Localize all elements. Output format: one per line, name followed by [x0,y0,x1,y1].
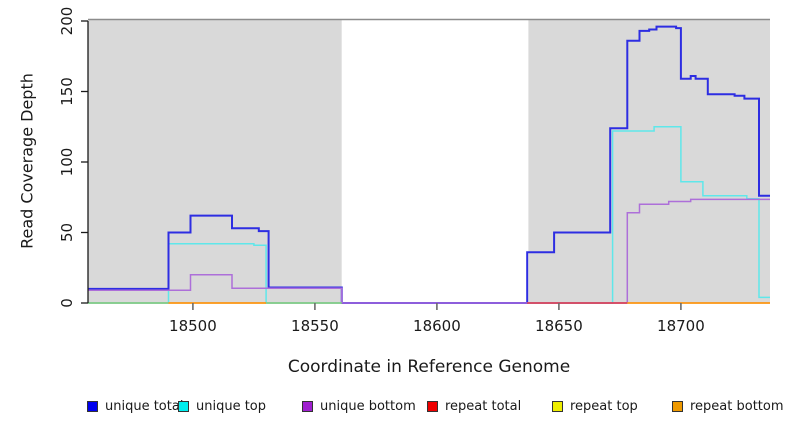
unique-total-swatch-icon [87,400,98,412]
legend-item-repeat-bottom: repeat bottom [672,398,784,414]
x-tick-label: 18650 [535,317,583,335]
background-region-gap-region [341,20,529,303]
y-tick-label: 0 [58,298,76,308]
y-tick-label: 150 [58,77,76,106]
x-tick-label: 18500 [169,317,217,335]
series-line-unique-total [88,25,770,304]
y-tick-label: 50 [58,223,76,242]
repeat-total-swatch-icon [427,400,438,412]
unique-top-swatch-icon [178,400,189,412]
x-tick-label: 18550 [291,317,339,335]
legend-label: unique bottom [320,398,416,414]
legend-item-unique-bottom: unique bottom [302,398,416,414]
y-tick-label: 200 [58,7,76,36]
repeat-top-swatch-icon [552,400,563,412]
legend-label: unique top [196,398,267,414]
y-tick-label: 100 [58,148,76,177]
legend-item-unique-total: unique total [87,398,183,414]
legend-label: repeat top [570,398,638,414]
legend-item-unique-top: unique top [178,398,266,414]
y-axis-label: Read Coverage Depth [17,73,37,249]
legend-item-repeat-top: repeat top [552,398,638,414]
unique-bottom-swatch-icon [302,400,313,412]
legend-label: repeat bottom [690,398,784,414]
x-axis-label: Coordinate in Reference Genome [287,357,571,377]
legend-label: unique total [105,398,184,414]
legend: unique total unique top unique bottom re… [0,398,792,418]
legend-item-repeat-total: repeat total [427,398,521,414]
x-tick-label: 18700 [657,317,705,335]
repeat-bottom-swatch-icon [672,400,683,412]
series-line-unique-top [88,126,770,304]
background-region-unique-mapping-right [528,20,770,303]
plot-area: 0 50 100 150 200 18500 18550 18600 18650 18700 [58,7,770,335]
x-tick-label: 18600 [413,317,461,335]
legend-label: repeat total [445,398,522,414]
series-line-unique-bottom [88,198,770,304]
background-region-unique-mapping-left [88,20,342,303]
